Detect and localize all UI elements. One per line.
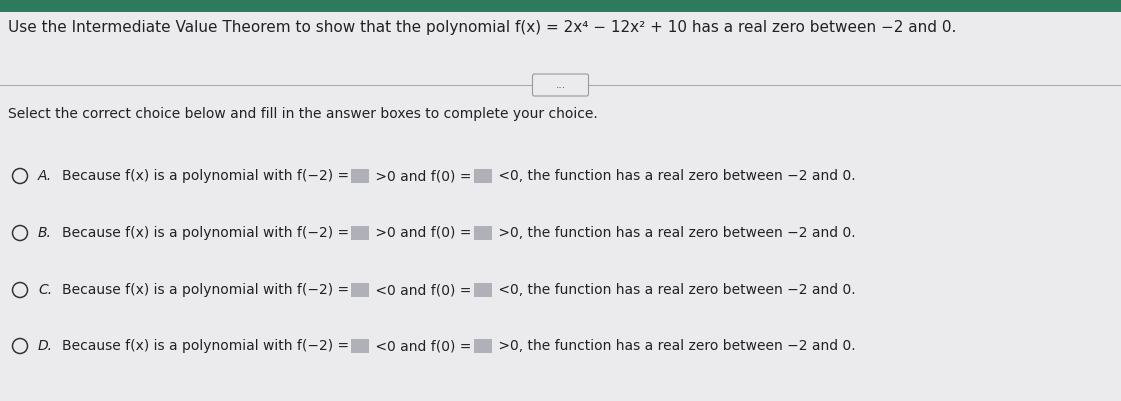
Text: ...: ... xyxy=(555,80,566,90)
Text: <0, the function has a real zero between −2 and 0.: <0, the function has a real zero between… xyxy=(493,169,855,183)
Bar xyxy=(0,0,1121,12)
Bar xyxy=(473,339,491,353)
Text: Because f(x) is a polynomial with f(−2) =: Because f(x) is a polynomial with f(−2) … xyxy=(62,283,349,297)
Text: Because f(x) is a polynomial with f(−2) =: Because f(x) is a polynomial with f(−2) … xyxy=(62,339,349,353)
Text: <0 and f(0) =: <0 and f(0) = xyxy=(371,283,472,297)
Text: C.: C. xyxy=(38,283,52,297)
Text: B.: B. xyxy=(38,226,52,240)
FancyBboxPatch shape xyxy=(532,74,589,96)
Bar xyxy=(351,283,369,297)
Bar xyxy=(473,226,491,240)
Text: Because f(x) is a polynomial with f(−2) =: Because f(x) is a polynomial with f(−2) … xyxy=(62,169,349,183)
Text: Because f(x) is a polynomial with f(−2) =: Because f(x) is a polynomial with f(−2) … xyxy=(62,226,349,240)
Text: D.: D. xyxy=(38,339,53,353)
Text: Use the Intermediate Value Theorem to show that the polynomial f(x) = 2x⁴ − 12x²: Use the Intermediate Value Theorem to sh… xyxy=(8,20,956,35)
Text: >0 and f(0) =: >0 and f(0) = xyxy=(371,226,472,240)
Bar xyxy=(473,283,491,297)
Bar xyxy=(473,169,491,183)
Text: A.: A. xyxy=(38,169,52,183)
Text: >0, the function has a real zero between −2 and 0.: >0, the function has a real zero between… xyxy=(493,226,855,240)
Text: >0, the function has a real zero between −2 and 0.: >0, the function has a real zero between… xyxy=(493,339,855,353)
Bar xyxy=(351,169,369,183)
Bar xyxy=(351,226,369,240)
Bar xyxy=(351,339,369,353)
Text: Select the correct choice below and fill in the answer boxes to complete your ch: Select the correct choice below and fill… xyxy=(8,107,597,121)
Text: <0, the function has a real zero between −2 and 0.: <0, the function has a real zero between… xyxy=(493,283,855,297)
Text: <0 and f(0) =: <0 and f(0) = xyxy=(371,339,472,353)
Text: >0 and f(0) =: >0 and f(0) = xyxy=(371,169,472,183)
